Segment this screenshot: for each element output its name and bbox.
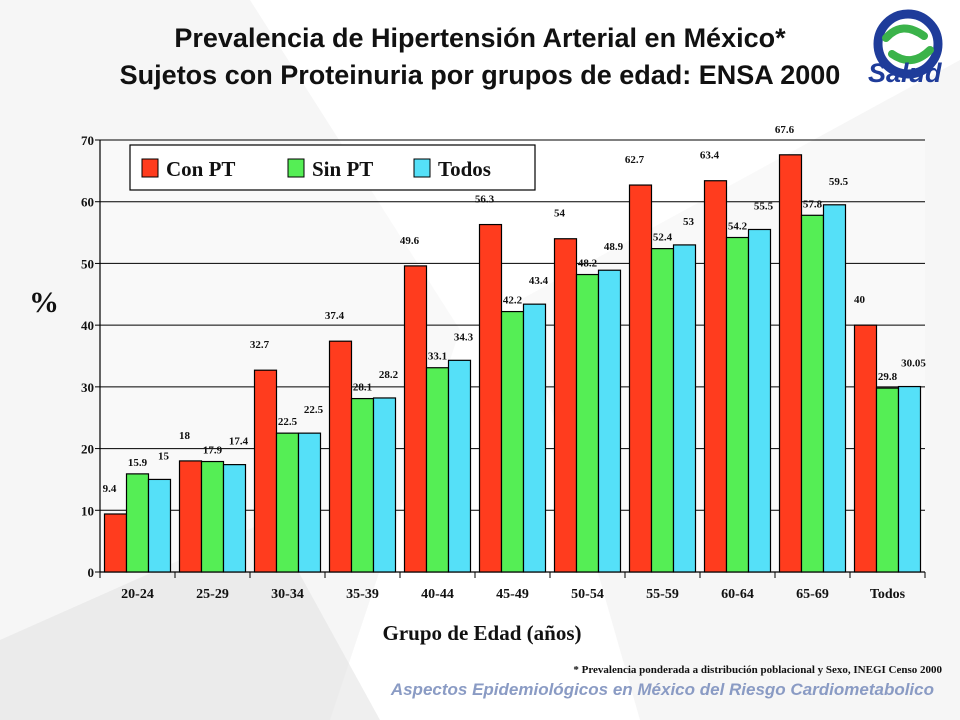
bar xyxy=(824,205,846,572)
footnote: * Prevalencia ponderada a distribución p… xyxy=(573,664,942,676)
y-tick-label: 60 xyxy=(81,195,94,210)
x-tick-label: 45-49 xyxy=(496,587,529,602)
legend-label: Sin PT xyxy=(312,157,373,181)
legend-swatch xyxy=(142,159,158,177)
bar xyxy=(630,185,652,572)
y-axis-title: % xyxy=(29,286,59,319)
bar xyxy=(749,229,771,572)
x-tick-label: 65-69 xyxy=(796,587,829,602)
y-tick-label: 70 xyxy=(81,133,94,148)
bar xyxy=(855,325,877,572)
x-tick-label: Todos xyxy=(870,587,906,602)
x-tick-label: 55-59 xyxy=(646,587,679,602)
bar xyxy=(524,304,546,572)
bar xyxy=(224,465,246,572)
data-label: 28.1 xyxy=(353,382,372,394)
data-label: 53 xyxy=(683,216,695,228)
bar xyxy=(427,368,449,572)
data-label: 62.7 xyxy=(625,154,645,166)
bar xyxy=(674,245,696,572)
logo-text: Salud xyxy=(868,58,942,89)
bar xyxy=(374,398,396,572)
data-label: 48.9 xyxy=(604,241,624,253)
bar xyxy=(555,239,577,572)
data-label: 22.5 xyxy=(304,404,324,416)
bar xyxy=(180,461,202,572)
x-tick-label: 60-64 xyxy=(721,587,754,602)
data-label: 9.4 xyxy=(103,483,117,495)
bar-chart: 0 10 20 30 40 50 60 70 20-24 25-29 30-34 35-39 40-44… xyxy=(0,0,960,720)
data-label: 67.6 xyxy=(775,124,795,136)
x-tick-label: 40-44 xyxy=(421,587,454,602)
y-tick-label: 0 xyxy=(88,565,95,580)
data-label: 55.5 xyxy=(754,200,774,212)
footer-text: Aspectos Epidemiológicos en México del R… xyxy=(391,680,934,700)
data-label: 15 xyxy=(158,450,170,462)
data-label: 17.9 xyxy=(203,445,223,457)
data-label: 18 xyxy=(179,430,191,442)
bar xyxy=(149,479,171,572)
data-label: 43.4 xyxy=(529,275,549,287)
bar xyxy=(127,474,149,572)
data-label: 42.2 xyxy=(503,295,523,307)
data-label: 33.1 xyxy=(428,351,447,363)
bar xyxy=(780,155,802,572)
data-label: 40 xyxy=(854,294,866,306)
bar xyxy=(330,341,352,572)
legend-label: Todos xyxy=(438,157,491,181)
data-label: 57.8 xyxy=(803,198,823,210)
bar xyxy=(277,433,299,572)
data-label: 54.2 xyxy=(728,221,748,233)
bar xyxy=(480,225,502,572)
data-label: 56.3 xyxy=(475,194,495,206)
y-tick-label: 30 xyxy=(81,380,94,395)
data-label: 17.4 xyxy=(229,436,249,448)
legend-swatch xyxy=(414,159,430,177)
y-tick-label: 50 xyxy=(81,256,94,271)
x-tick-label: 50-54 xyxy=(571,587,604,602)
bar xyxy=(899,387,921,572)
data-label: 34.3 xyxy=(454,331,474,343)
x-axis-title: Grupo de Edad (años) xyxy=(383,621,582,645)
y-tick-label: 20 xyxy=(81,442,94,457)
data-label: 32.7 xyxy=(250,339,270,351)
legend-label: Con PT xyxy=(166,157,235,181)
bar xyxy=(877,388,899,572)
data-label: 49.6 xyxy=(400,235,420,247)
bar xyxy=(105,514,127,572)
data-label: 30.05 xyxy=(901,358,926,370)
bar xyxy=(449,360,471,572)
data-label: 15.9 xyxy=(128,457,148,469)
bar xyxy=(599,270,621,572)
data-label: 52.4 xyxy=(653,232,673,244)
legend-swatch xyxy=(288,159,304,177)
x-tick-label: 30-34 xyxy=(271,587,304,602)
y-tick-label: 10 xyxy=(81,503,94,518)
data-label: 59.5 xyxy=(829,176,849,188)
bar xyxy=(299,433,321,572)
bar xyxy=(405,266,427,572)
data-label: 28.2 xyxy=(379,369,399,381)
bar xyxy=(705,181,727,572)
bar xyxy=(727,238,749,572)
x-tick-label: 35-39 xyxy=(346,587,379,602)
data-label: 29.8 xyxy=(878,371,898,383)
x-tick-label: 20-24 xyxy=(121,587,154,602)
bar xyxy=(502,312,524,572)
data-label: 22.5 xyxy=(278,416,298,428)
data-label: 63.4 xyxy=(700,150,720,162)
bar xyxy=(802,215,824,572)
data-label: 48.2 xyxy=(578,258,598,270)
y-tick-label: 40 xyxy=(81,318,94,333)
bar xyxy=(577,275,599,572)
x-tick-label: 25-29 xyxy=(196,587,229,602)
bar xyxy=(255,370,277,572)
bar xyxy=(352,399,374,572)
data-label: 37.4 xyxy=(325,310,345,322)
bar xyxy=(202,462,224,572)
data-label: 54 xyxy=(554,208,566,220)
bar xyxy=(652,249,674,572)
